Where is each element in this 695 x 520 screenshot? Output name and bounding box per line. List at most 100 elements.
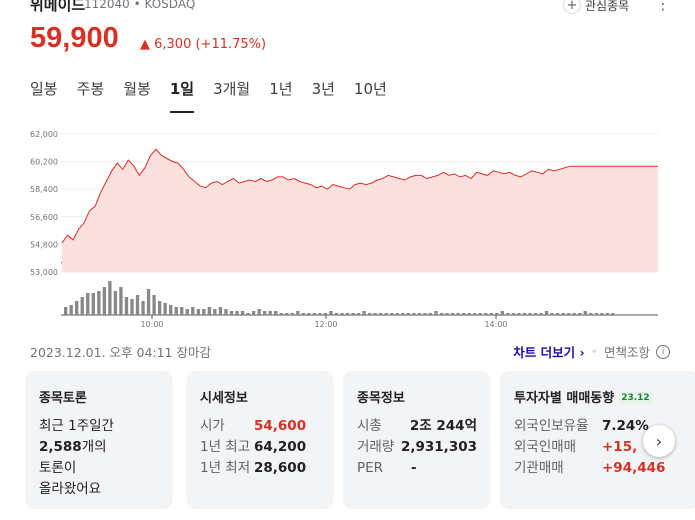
per-row: PER -	[357, 460, 417, 476]
price-change: ▲ 6,300 (+11.75%)	[140, 37, 267, 52]
year-low-row: 1년 최저 28,600	[200, 460, 307, 476]
market-cap-row: 시총 2조 244억	[357, 418, 477, 434]
y-tick-label: 56,600	[30, 213, 58, 222]
y-tick-label: 54,800	[30, 240, 58, 249]
next-card-button[interactable]: ›	[643, 425, 675, 457]
volume-bar	[439, 313, 444, 315]
volume-bar	[511, 313, 516, 315]
volume-bar	[251, 311, 256, 315]
foreign-ratio-row: 외국인보유율 7.24%	[514, 418, 649, 434]
volume-bar	[97, 291, 101, 315]
volume-bar	[169, 305, 173, 315]
stock-info-card[interactable]: 종목정보 시총 2조 244억 거래량 2,931,303 PER -	[343, 371, 491, 509]
volume-bar	[544, 311, 549, 315]
volume-bar	[279, 313, 283, 315]
volume-bar	[75, 301, 79, 315]
volume-bar	[539, 313, 543, 315]
volume-bar	[64, 307, 68, 315]
volume-bar	[478, 313, 482, 315]
volume-bar	[91, 293, 95, 315]
volume-bar	[263, 311, 267, 315]
x-tick-label: 12:00	[314, 320, 337, 329]
volume-bar	[462, 313, 466, 315]
volume-bar	[495, 313, 499, 315]
volume-bar	[224, 309, 228, 315]
volume-bar	[307, 313, 311, 315]
volume-bar	[506, 313, 510, 315]
volume-bar	[528, 313, 532, 315]
volume-bar	[113, 291, 118, 315]
chart-more-link[interactable]: 차트 더보기 ›	[513, 345, 585, 360]
range-tabs: 일봉 주봉 월봉 1일 3개월 1년 3년 10년	[30, 78, 406, 113]
y-tick-label: 53,000	[30, 268, 58, 277]
volume-bar	[517, 313, 521, 315]
x-tick-label: 14:00	[484, 320, 507, 329]
market-close-time: 2023.12.01. 오후 04:11 장마감	[30, 345, 211, 360]
add-interest-button[interactable]: + 관심종목	[563, 0, 629, 14]
discussion-card[interactable]: 종목토론 최근 1주일간 2,588개의 토론이 올라왔어요	[25, 371, 173, 509]
foreign-trade-row: 외국인매매 +15,	[514, 439, 638, 455]
volume-bar	[412, 313, 416, 315]
volume-bar	[533, 313, 538, 315]
price-line	[61, 148, 658, 244]
volume-bar	[500, 311, 505, 315]
volume-bar	[583, 311, 587, 315]
volume-bar	[561, 313, 565, 315]
volume-bar	[240, 311, 245, 315]
volume-bar	[185, 309, 189, 315]
volume-bar	[124, 297, 129, 315]
price-chart[interactable]: 62,000 60,200 58,400 56,600 54,800 53,000 10:0…	[0, 120, 695, 330]
volume-bar	[329, 311, 333, 315]
more-options-icon[interactable]: ⋮	[655, 0, 671, 13]
volume-bar	[362, 311, 366, 315]
volume-bar	[589, 313, 593, 315]
volume-bar	[229, 311, 234, 315]
volume-bar	[202, 309, 206, 315]
range-tab-7[interactable]: 10년	[353, 80, 387, 98]
range-tab-3[interactable]: 1일	[169, 78, 195, 113]
stock-info-title: 종목정보	[357, 391, 405, 406]
stock-code: 112040 • KOSDAQ	[84, 0, 196, 11]
volume-bar	[600, 313, 604, 315]
volume-bar	[86, 293, 90, 315]
volume-bar	[340, 313, 344, 315]
market-info-card[interactable]: 시세정보 시가 54,600 1년 최고 64,200 1년 최저 28,600	[186, 371, 334, 509]
range-tab-6[interactable]: 3년	[311, 80, 335, 98]
stock-header: 위메이드 112040 • KOSDAQ + 관심종목 ⋮	[30, 0, 671, 14]
volume-bar	[406, 313, 411, 315]
volume-bar	[196, 309, 200, 315]
volume-bar	[246, 313, 250, 315]
volume-bar	[434, 311, 438, 315]
volume-bar	[257, 309, 261, 315]
info-icon[interactable]: i	[656, 344, 670, 359]
disclaimer-link[interactable]: 면책조항	[603, 345, 650, 360]
volume-bar	[395, 313, 399, 315]
volume-bar	[423, 313, 427, 315]
market-info-title: 시세정보	[200, 391, 248, 406]
plus-icon: +	[563, 0, 581, 14]
separator: •	[590, 344, 598, 359]
volume-bar	[130, 299, 134, 315]
x-tick-label: 10:00	[140, 320, 163, 329]
volume-bar	[484, 313, 488, 315]
interest-label: 관심종목	[585, 0, 630, 13]
range-tab-4[interactable]: 3개월	[213, 80, 251, 98]
y-tick-label: 58,400	[30, 185, 58, 194]
volume-bar	[467, 313, 471, 315]
discussion-line4: 올라왔어요	[39, 481, 102, 497]
range-tab-0[interactable]: 일봉	[30, 80, 58, 98]
volume-bar	[356, 313, 361, 315]
volume-bar	[152, 295, 156, 315]
range-tab-1[interactable]: 주봉	[76, 80, 105, 98]
volume-bar	[174, 307, 178, 315]
volume-bar	[384, 313, 388, 315]
volume-bar	[368, 313, 372, 315]
info-cards: 종목토론 최근 1주일간 2,588개의 토론이 올라왔어요 시세정보 시가 54…	[25, 371, 695, 511]
volume-bar	[318, 313, 322, 315]
range-tab-2[interactable]: 월봉	[123, 80, 151, 98]
volume-bar	[417, 313, 422, 315]
volume-row: 거래량 2,931,303	[357, 439, 477, 455]
volume-bar	[235, 311, 239, 315]
range-tab-5[interactable]: 1년	[269, 80, 293, 98]
volume-bar	[611, 313, 615, 315]
